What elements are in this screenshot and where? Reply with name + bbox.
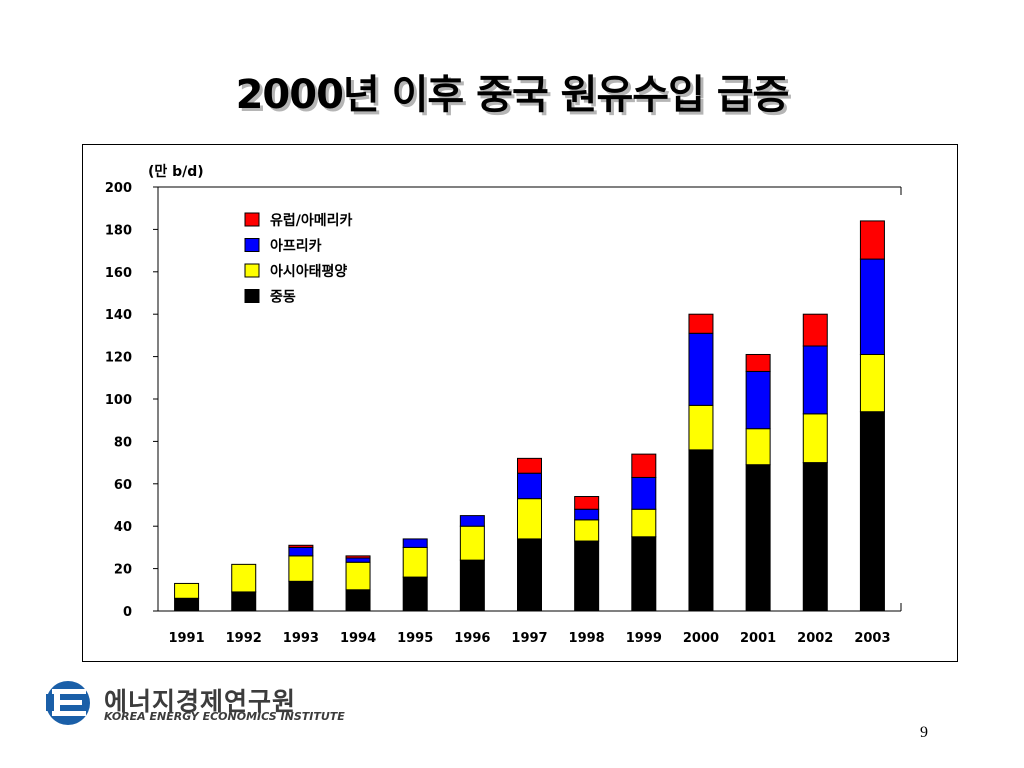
kee-logo: 에너지경제연구원 KOREA ENERGY ECONOMICS INSTITUT… <box>42 680 352 726</box>
bar-segment <box>574 519 600 542</box>
chart-frame: (만 b/d) 0 20 40 60 80 100 120 140 160 180 200 1991 19… <box>82 144 958 662</box>
y-tick-label: 200 <box>105 181 132 196</box>
bar-segment <box>174 582 200 599</box>
bar-segment <box>631 536 657 612</box>
x-tick-label: 1996 <box>454 631 490 646</box>
bar-segment <box>517 457 542 474</box>
bar-segment <box>402 576 428 612</box>
y-tick-label: 140 <box>105 308 132 323</box>
bar-segment <box>517 538 542 612</box>
bar-segment <box>459 515 485 527</box>
page-number: 9 <box>920 724 928 741</box>
bar-segment <box>231 563 257 593</box>
y-tick-label: 60 <box>114 478 132 493</box>
bar-segment <box>745 464 771 612</box>
bar-segment <box>631 476 657 510</box>
x-tick-label: 2002 <box>797 631 833 646</box>
bar-segment <box>288 555 314 582</box>
legend-label: 중동 <box>270 290 296 306</box>
bar-segment <box>345 555 371 559</box>
bar-segment <box>688 449 714 612</box>
y-tick-label: 40 <box>114 520 132 535</box>
bar-segment <box>802 345 828 415</box>
x-tick-label: 2000 <box>683 631 719 646</box>
y-tick-label: 120 <box>105 351 132 366</box>
stacked-bar-chart: (만 b/d) 0 20 40 60 80 100 120 140 160 180 200 1991 19… <box>105 164 902 646</box>
bar-segment <box>345 589 371 612</box>
bar-segment <box>345 561 371 591</box>
slide-title: 2000년 이후 중국 원유수입 급증 <box>235 72 790 118</box>
x-tick-label: 1994 <box>340 631 376 646</box>
x-tick-label: 1993 <box>283 631 319 646</box>
bar-segment <box>631 453 657 478</box>
x-tick-label: 2003 <box>854 631 890 646</box>
x-tick-label: 2001 <box>740 631 776 646</box>
legend-swatch <box>244 263 260 278</box>
bar-segment <box>631 508 657 538</box>
y-tick-label: 160 <box>105 266 132 281</box>
x-tick-label: 1992 <box>226 631 262 646</box>
bar-segment <box>574 540 600 612</box>
x-tick-label: 1997 <box>511 631 547 646</box>
bar-segment <box>688 313 714 334</box>
y-tick-label: 0 <box>123 605 132 620</box>
bar-segment <box>574 496 600 510</box>
x-tick-label: 1999 <box>626 631 662 646</box>
bar-segment <box>345 557 371 563</box>
bar-segment <box>688 404 714 451</box>
x-tick-label: 1995 <box>397 631 433 646</box>
bar-segment <box>574 508 600 521</box>
x-tick-label: 1998 <box>569 631 605 646</box>
bar-segment <box>459 559 485 612</box>
bar-segment <box>859 258 885 355</box>
bar-segment <box>517 472 542 500</box>
bar-segment <box>745 353 771 372</box>
bar-segment <box>459 525 485 561</box>
y-tick-label: 20 <box>114 563 132 578</box>
bar-segment <box>231 591 257 612</box>
legend-swatch <box>244 238 260 252</box>
bar-segment <box>745 370 771 430</box>
bar-segment <box>288 580 314 612</box>
bar-segment <box>688 332 714 406</box>
bar-segment <box>859 411 885 612</box>
bar-segment <box>288 546 314 557</box>
legend-label: 아프리카 <box>270 238 322 255</box>
logo-name-korean: 에너지경제연구원 <box>104 687 297 716</box>
kee-emblem-icon <box>46 681 90 725</box>
bar-segment <box>859 220 885 260</box>
legend-swatch <box>244 289 260 303</box>
bar-segment <box>802 413 828 464</box>
bar-segment <box>174 597 200 612</box>
y-tick-label: 80 <box>114 435 132 450</box>
bar-segment <box>402 546 428 578</box>
logo-name-english: KOREA ENERGY ECONOMICS INSTITUTE <box>104 710 345 723</box>
bar-segment <box>802 313 828 347</box>
bar-segment <box>745 428 771 466</box>
legend-label: 아시아태평양 <box>270 263 347 280</box>
y-unit-label: (만 b/d) <box>148 164 204 180</box>
bar-segment <box>859 353 885 413</box>
legend-swatch <box>244 212 260 227</box>
bar-segment <box>288 544 314 548</box>
y-tick-label: 180 <box>105 223 132 238</box>
bar-segment <box>802 462 828 612</box>
x-tick-label: 1991 <box>168 631 204 646</box>
y-tick-label: 100 <box>105 393 132 408</box>
bar-segment <box>517 498 542 540</box>
bar-segment <box>402 538 428 548</box>
legend-label: 유럽/아메리카 <box>270 212 353 229</box>
